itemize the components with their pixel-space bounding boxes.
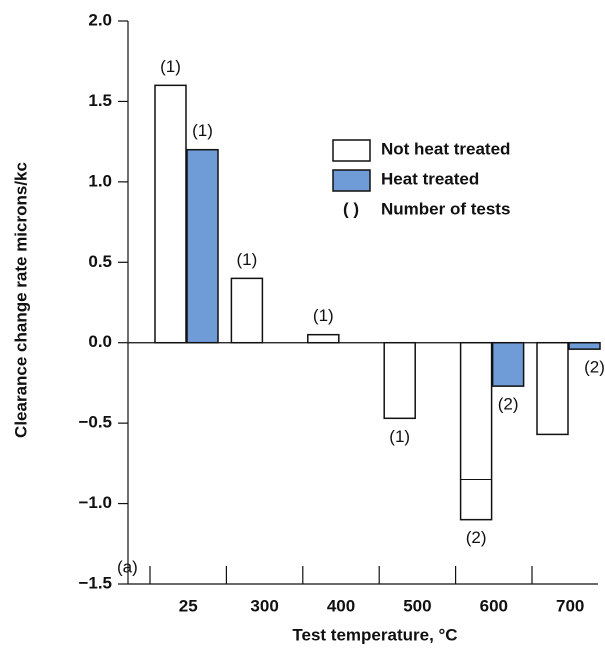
y-tick-label: 2.0 xyxy=(88,10,112,29)
x-tick-label: 600 xyxy=(480,596,508,615)
x-tick-label: 700 xyxy=(556,596,584,615)
bar xyxy=(491,341,525,387)
legend-label: Number of tests xyxy=(381,199,510,218)
bar xyxy=(568,341,601,350)
x-tick-label: 300 xyxy=(250,596,278,615)
y-tick-label: −0.5 xyxy=(78,413,112,432)
x-axis-label: Test temperature, °C xyxy=(292,625,457,644)
data-label: (1) xyxy=(192,121,213,140)
data-label: (1) xyxy=(237,250,258,269)
bar xyxy=(154,84,187,344)
legend-swatch xyxy=(332,139,371,162)
data-label: (1) xyxy=(160,57,181,76)
bar xyxy=(383,341,416,420)
data-label: (2) xyxy=(584,358,605,377)
panel-label: (a) xyxy=(117,557,138,576)
legend-swatch xyxy=(332,169,371,192)
bar xyxy=(307,333,340,344)
data-label: (2) xyxy=(466,528,487,547)
y-tick-label: −1.0 xyxy=(78,493,112,512)
x-tick-label: 400 xyxy=(327,596,355,615)
bar xyxy=(186,148,219,344)
bar xyxy=(230,277,264,344)
legend-label: Heat treated xyxy=(381,169,479,188)
x-tick-label: 25 xyxy=(179,596,198,615)
y-tick-label: 0.0 xyxy=(88,332,112,351)
bar xyxy=(459,341,493,521)
y-tick-label: 1.0 xyxy=(88,171,112,190)
y-tick-label: 1.5 xyxy=(88,91,112,110)
x-tick-label: 500 xyxy=(403,596,431,615)
bar xyxy=(536,341,569,436)
data-label: (1) xyxy=(389,427,410,446)
data-label: (1) xyxy=(313,306,334,325)
legend-symbol: ( ) xyxy=(343,199,359,218)
legend-label: Not heat treated xyxy=(381,139,510,158)
y-tick-label: −1.5 xyxy=(78,573,112,592)
y-tick-label: 0.5 xyxy=(88,252,112,271)
y-axis-label: Clearance change rate microns/kc xyxy=(11,162,30,438)
data-label: (2) xyxy=(498,395,519,414)
